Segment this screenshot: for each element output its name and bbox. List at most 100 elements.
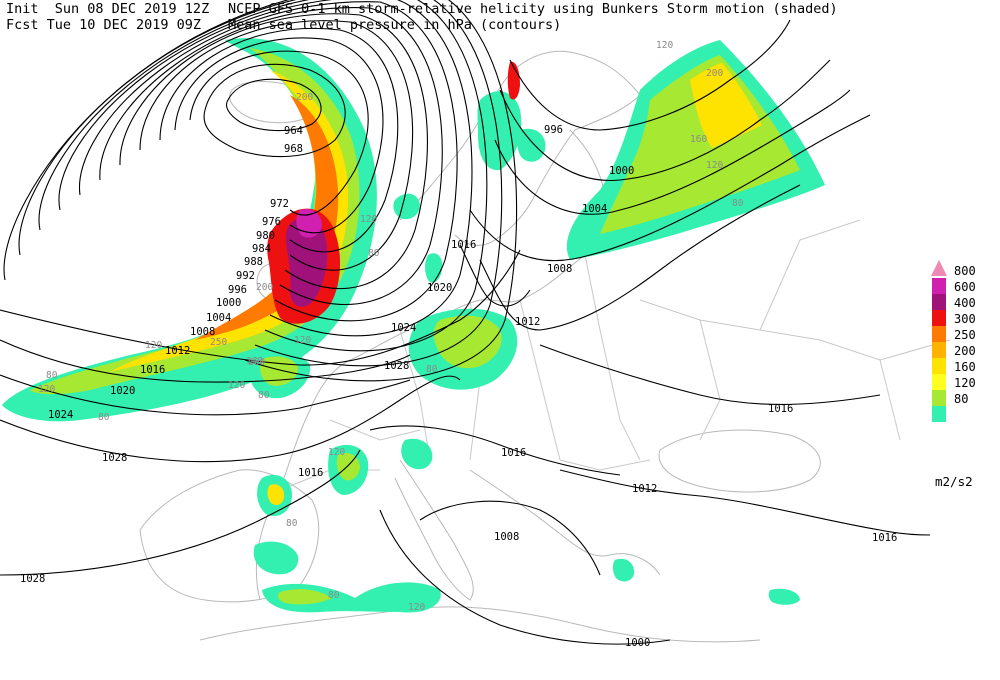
helicity-legend: 800 600 400 300 250 200 160 120 80 bbox=[928, 260, 998, 422]
isobar-1016-south bbox=[369, 425, 621, 476]
legend-label: 200 bbox=[954, 344, 976, 358]
helicity-norway-core bbox=[507, 61, 520, 100]
pressure-label: 996 bbox=[228, 284, 247, 296]
legend-entry-600: 600 bbox=[928, 278, 998, 294]
pressure-label: 1004 bbox=[582, 203, 607, 215]
pressure-label: 1020 bbox=[110, 385, 135, 397]
isobar-976 bbox=[174, 37, 384, 234]
helicity-aegean bbox=[768, 588, 800, 605]
helicity-baltic bbox=[517, 128, 546, 162]
legend-entry-lowest bbox=[928, 406, 998, 422]
north-africa-coast bbox=[199, 606, 761, 643]
helicity-label: 80 bbox=[368, 248, 380, 259]
legend-swatch bbox=[932, 374, 946, 390]
pressure-label: 1008 bbox=[547, 263, 572, 275]
isobar-964 bbox=[225, 78, 322, 132]
isobar-1012 bbox=[3, 0, 518, 382]
isobar-1024 bbox=[0, 374, 411, 416]
helicity-band-northeast-80 bbox=[600, 55, 800, 234]
isobar-1004 bbox=[38, 0, 488, 352]
helicity-label: 80 bbox=[98, 412, 110, 423]
iberia-coast bbox=[139, 469, 320, 603]
legend-swatch bbox=[932, 358, 946, 374]
isobar-1004-north bbox=[494, 89, 851, 215]
isobar-1016 bbox=[0, 249, 521, 366]
helicity-label: 80 bbox=[426, 364, 438, 375]
legend-swatch bbox=[932, 278, 946, 294]
helicity-label: 120 bbox=[228, 380, 245, 391]
helicity-label: 160 bbox=[248, 357, 265, 368]
legend-label: 250 bbox=[954, 328, 976, 342]
balkans-coast bbox=[469, 469, 661, 576]
pressure-label: 1004 bbox=[206, 312, 231, 324]
pressure-label: 976 bbox=[262, 216, 281, 228]
legend-swatch bbox=[932, 406, 946, 422]
helicity-shading bbox=[2, 38, 825, 613]
helicity-label: 80 bbox=[258, 390, 270, 401]
legend-swatch bbox=[932, 390, 946, 406]
pressure-label: 968 bbox=[284, 143, 303, 155]
pressure-label: 1016 bbox=[451, 239, 476, 251]
legend-swatch bbox=[932, 342, 946, 358]
italy-coast bbox=[394, 459, 474, 601]
pressure-label: 992 bbox=[236, 270, 255, 282]
isobar-992 bbox=[99, 7, 443, 305]
pressure-label: 1000 bbox=[625, 637, 650, 649]
isobar-996 bbox=[78, 1, 458, 322]
legend-swatch bbox=[932, 310, 946, 326]
helicity-label: 80 bbox=[46, 370, 58, 381]
isobar-1020 bbox=[0, 339, 411, 383]
pressure-label: 996 bbox=[544, 124, 563, 136]
legend-label: 120 bbox=[954, 376, 976, 390]
legend-entry-300: 300 bbox=[928, 310, 998, 326]
isobar-1012-southeast bbox=[559, 469, 931, 536]
pressure-label: 1000 bbox=[609, 165, 634, 177]
helicity-labels: 120 80 120 160 250 200 120 80 120 80 80 … bbox=[38, 40, 744, 613]
helicity-core-600 bbox=[296, 208, 322, 238]
legend-label: 300 bbox=[954, 312, 976, 326]
isobar-980 bbox=[159, 27, 399, 253]
isobar-1016-central bbox=[459, 244, 531, 307]
helicity-alps-80 bbox=[336, 453, 360, 481]
isobar-1000-south bbox=[379, 509, 671, 645]
legend-swatch bbox=[932, 294, 946, 310]
helicity-label: 250 bbox=[210, 337, 227, 348]
isobar-968 bbox=[203, 63, 346, 158]
isobar-988 bbox=[119, 13, 428, 290]
helicity-label: 200 bbox=[706, 68, 723, 79]
isobar-996-north bbox=[509, 19, 791, 131]
country-borders bbox=[279, 219, 951, 491]
isobar-1008-north bbox=[469, 114, 871, 262]
legend-entry-200: 200 bbox=[928, 342, 998, 358]
forecast-time: Fcst Tue 10 DEC 2019 09Z bbox=[6, 17, 202, 33]
pressure-label: 1016 bbox=[298, 467, 323, 479]
helicity-label: 120 bbox=[294, 335, 311, 346]
legend-label: 160 bbox=[954, 360, 976, 374]
helicity-band-northeast-160 bbox=[690, 63, 762, 148]
helicity-label: 120 bbox=[706, 160, 723, 171]
pressure-label: 1024 bbox=[391, 322, 416, 334]
pressure-label: 1016 bbox=[140, 364, 165, 376]
isobar-1028-west bbox=[0, 375, 461, 463]
isobar-1008-south bbox=[419, 500, 601, 576]
legend-entry-800: 800 bbox=[928, 260, 998, 278]
isobar-1016-east bbox=[539, 344, 881, 405]
pressure-label: 1016 bbox=[768, 403, 793, 415]
legend-entry-250: 250 bbox=[928, 326, 998, 342]
isobar-1000 bbox=[58, 0, 473, 337]
helicity-label: 120 bbox=[408, 602, 425, 613]
helicity-denmark bbox=[425, 253, 443, 283]
helicity-label: 120 bbox=[328, 447, 345, 458]
pressure-label: 1024 bbox=[48, 409, 73, 421]
pressure-label: 984 bbox=[252, 243, 271, 255]
legend-label: 80 bbox=[954, 392, 969, 406]
isobar-1012-central bbox=[479, 184, 801, 331]
legend-label: 800 bbox=[954, 264, 976, 278]
pressure-label: 1028 bbox=[102, 452, 127, 464]
legend-entry-120: 120 bbox=[928, 374, 998, 390]
pressure-label: 1028 bbox=[384, 360, 409, 372]
legend-entry-400: 400 bbox=[928, 294, 998, 310]
pressure-label: 964 bbox=[284, 125, 303, 137]
isobar-labels: 964 968 972 976 980 984 988 992 996 1000… bbox=[20, 124, 897, 649]
